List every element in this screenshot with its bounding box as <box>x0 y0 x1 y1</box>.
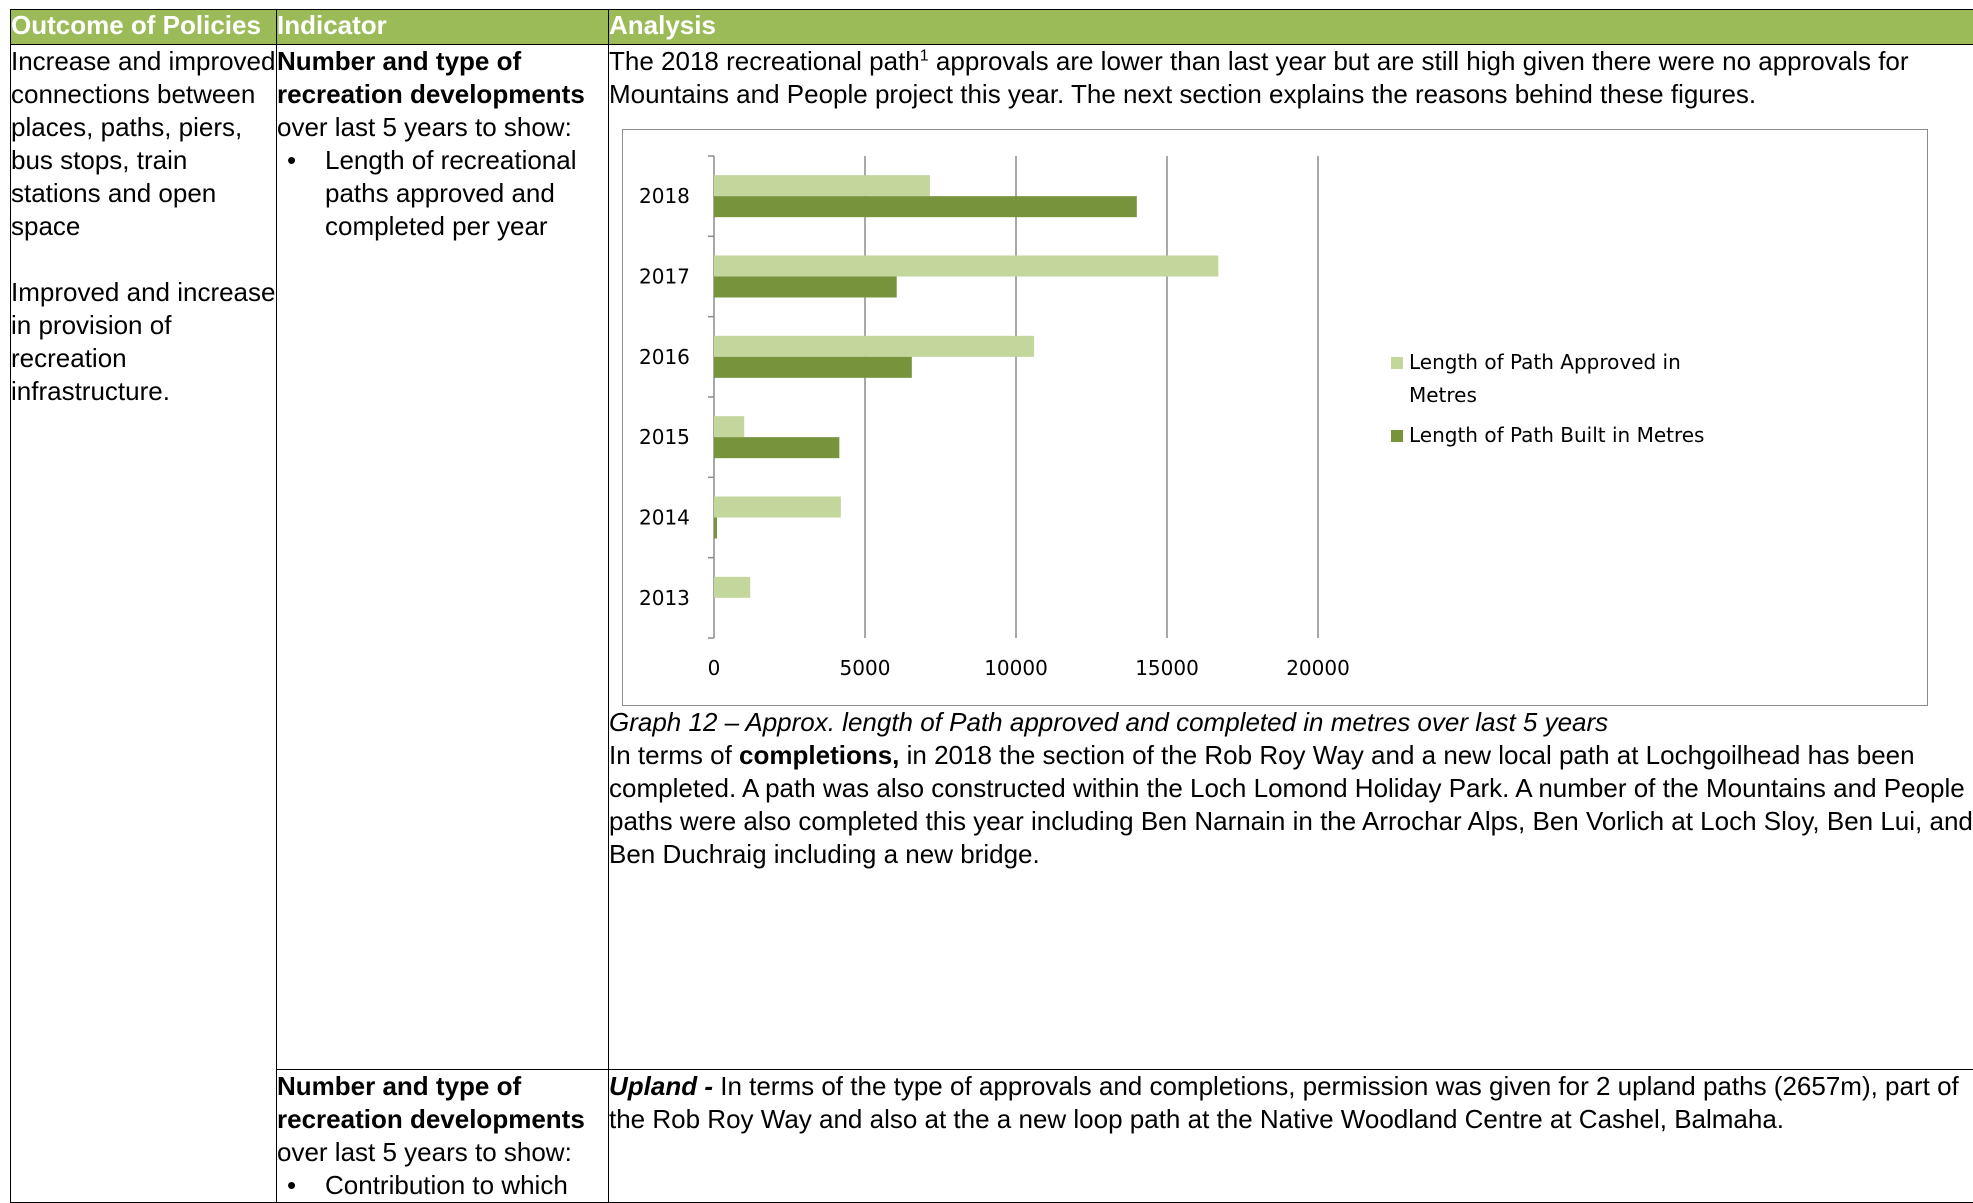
indicator-cell: Number and type of recreation developmen… <box>277 45 609 1070</box>
analysis-intro: The 2018 recreational path1 approvals ar… <box>609 45 1973 111</box>
footnote-ref: 1 <box>920 47 929 64</box>
x-tick-label: 10000 <box>984 656 1048 680</box>
graph-caption: Graph 12 – Approx. length of Path approv… <box>609 706 1973 739</box>
analysis-cell-2: Upland - In terms of the type of approva… <box>609 1070 1973 1203</box>
bar-built-2014 <box>714 518 717 539</box>
bar-approved-2017 <box>714 256 1218 277</box>
y-tick-label: 2016 <box>639 345 690 369</box>
bar-approved-2014 <box>714 497 841 518</box>
table-row: Number and type of recreation developmen… <box>11 1070 1973 1203</box>
chart-frame: 0 5000 10000 15000 20000 2018 2017 2016 2015 2014… <box>622 129 1928 706</box>
y-tick-label: 2014 <box>639 506 690 530</box>
indicator-list: Length of recreational paths approved an… <box>277 144 608 243</box>
bar-chart: 0 5000 10000 15000 20000 2018 2017 2016 2015 2014… <box>623 130 1773 705</box>
header-analysis: Analysis <box>609 10 1973 45</box>
legend-label-built: Length of Path Built in Metres <box>1409 423 1704 447</box>
table-row: Increase and improved connections betwee… <box>11 45 1973 1070</box>
indicator-text-2: over last 5 years to show: <box>277 1136 608 1169</box>
policy-table: Outcome of Policies Indicator Analysis I… <box>10 9 1973 1203</box>
x-tick-label: 20000 <box>1286 656 1350 680</box>
y-tick-label: 2015 <box>639 425 690 449</box>
legend-swatch-approved <box>1391 357 1403 369</box>
indicator-list-2: Contribution to which <box>277 1169 608 1202</box>
indicator-title-2: Number and type of recreation developmen… <box>277 1071 585 1134</box>
bar-built-2015 <box>714 437 839 458</box>
legend-swatch-built <box>1391 430 1403 442</box>
x-tick-label: 15000 <box>1135 656 1199 680</box>
header-outcome: Outcome of Policies <box>11 10 277 45</box>
bar-built-2016 <box>714 357 912 378</box>
outcome-text-1: Increase and improved connections betwee… <box>11 45 276 243</box>
indicator-text: over last 5 years to show: <box>277 111 608 144</box>
indicator-title: Number and type of recreation developmen… <box>277 46 585 109</box>
bar-approved-2016 <box>714 336 1034 357</box>
table-header-row: Outcome of Policies Indicator Analysis <box>11 10 1973 45</box>
bar-approved-2018 <box>714 175 930 196</box>
indicator-bullet-2: Contribution to which <box>325 1169 608 1202</box>
indicator-cell-2: Number and type of recreation developmen… <box>277 1070 609 1203</box>
x-tick-label: 5000 <box>840 656 891 680</box>
outcome-cell: Increase and improved connections betwee… <box>11 45 277 1203</box>
outcome-text-2: Improved and increase in provision of re… <box>11 276 276 408</box>
legend-label-approved: Length of Path Approved in <box>1409 350 1681 374</box>
upland-text: Upland - In terms of the type of approva… <box>609 1070 1973 1136</box>
header-indicator: Indicator <box>277 10 609 45</box>
analysis-cell: The 2018 recreational path1 approvals ar… <box>609 45 1973 1070</box>
y-tick-label: 2013 <box>639 586 690 610</box>
bar-approved-2013 <box>714 577 750 598</box>
completions-text: In terms of completions, in 2018 the sec… <box>609 739 1973 871</box>
indicator-bullet: Length of recreational paths approved an… <box>325 144 608 243</box>
y-tick-label: 2017 <box>639 265 690 289</box>
bar-approved-2015 <box>714 416 744 437</box>
x-tick-label: 0 <box>708 656 721 680</box>
legend-label-approved-cont: Metres <box>1409 383 1477 407</box>
bar-built-2017 <box>714 277 897 298</box>
bar-built-2018 <box>714 196 1137 217</box>
y-tick-label: 2018 <box>639 184 690 208</box>
